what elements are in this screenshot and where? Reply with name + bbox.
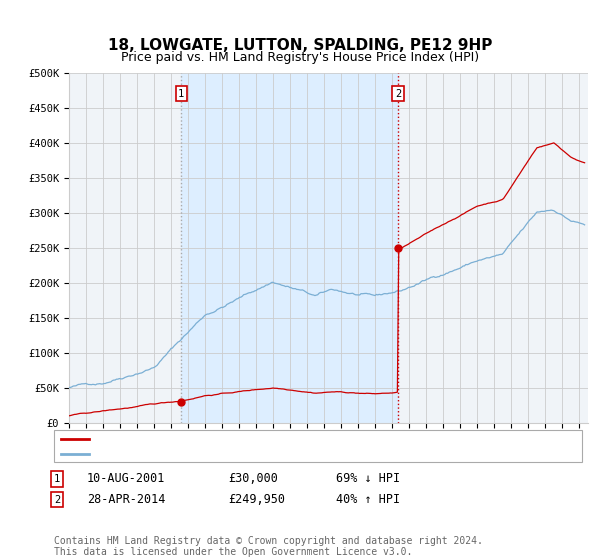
Text: Price paid vs. HM Land Registry's House Price Index (HPI): Price paid vs. HM Land Registry's House … (121, 52, 479, 64)
Text: 10-AUG-2001: 10-AUG-2001 (87, 472, 166, 486)
Text: Contains HM Land Registry data © Crown copyright and database right 2024.
This d: Contains HM Land Registry data © Crown c… (54, 535, 483, 557)
Text: HPI: Average price, detached house, South Holland: HPI: Average price, detached house, Sout… (95, 449, 425, 459)
Text: 28-APR-2014: 28-APR-2014 (87, 493, 166, 506)
Text: 18, LOWGATE, LUTTON, SPALDING, PE12 9HP: 18, LOWGATE, LUTTON, SPALDING, PE12 9HP (108, 38, 492, 53)
Text: 40% ↑ HPI: 40% ↑ HPI (336, 493, 400, 506)
Bar (181, 73, 398, 423)
Text: £30,000: £30,000 (228, 472, 278, 486)
Text: 1: 1 (178, 89, 184, 99)
Text: 18, LOWGATE, LUTTON, SPALDING, PE12 9HP (detached house): 18, LOWGATE, LUTTON, SPALDING, PE12 9HP … (95, 433, 473, 444)
Text: 1: 1 (54, 474, 60, 484)
Text: £249,950: £249,950 (228, 493, 285, 506)
Text: 2: 2 (54, 494, 60, 505)
Text: 69% ↓ HPI: 69% ↓ HPI (336, 472, 400, 486)
Text: 2: 2 (395, 89, 401, 99)
